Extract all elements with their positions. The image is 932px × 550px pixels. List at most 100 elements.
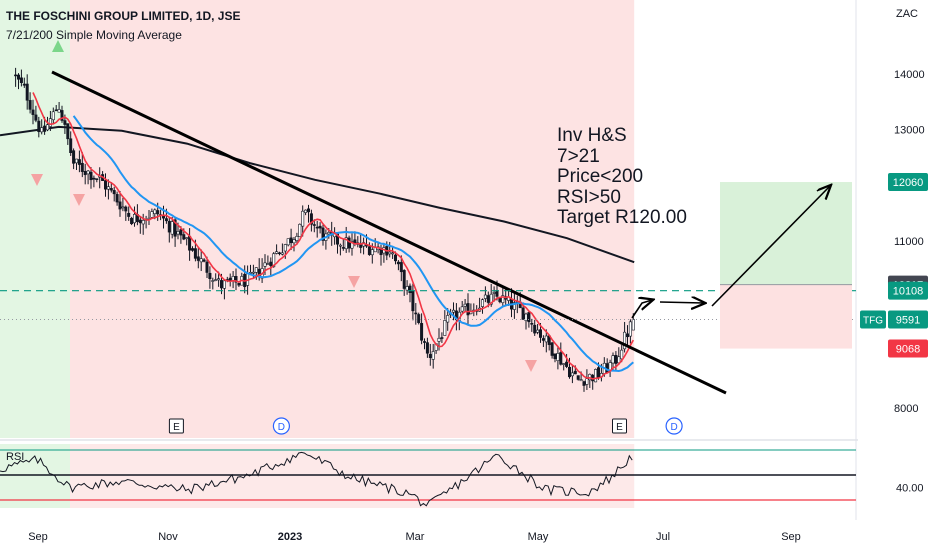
candle-body — [353, 239, 357, 243]
x-axis-tick-label: Sep — [781, 531, 801, 543]
candle-body — [133, 214, 137, 224]
candle-body — [570, 372, 574, 377]
candle-body — [315, 226, 319, 229]
candle — [127, 206, 131, 221]
candle — [14, 67, 18, 87]
candle-body — [536, 329, 540, 333]
candle-body — [40, 127, 44, 133]
candle-body — [605, 363, 609, 373]
candle — [443, 310, 447, 336]
bearish-zone — [70, 0, 635, 438]
candle-body — [576, 375, 580, 380]
candle-body — [173, 219, 177, 237]
x-axis-tick-label: Mar — [406, 531, 425, 543]
candle — [289, 228, 293, 251]
candle-body — [298, 223, 302, 237]
candle-body — [220, 280, 224, 289]
candle — [170, 216, 174, 239]
price-tag-target: 12060 — [888, 173, 928, 192]
candle-body — [556, 353, 560, 361]
sell-signal-marker — [73, 194, 85, 206]
candle-body — [280, 252, 284, 255]
candle — [77, 150, 81, 173]
candle-body — [176, 231, 180, 235]
rsi-pane-label: RSI — [6, 451, 25, 463]
candle-body — [306, 208, 310, 213]
candle-body — [72, 150, 76, 164]
x-axis-tick-label: May — [528, 531, 549, 543]
candle-body — [167, 220, 171, 233]
candle-body — [573, 370, 577, 375]
candle-body — [86, 170, 90, 175]
candle — [57, 102, 61, 113]
candle — [388, 241, 392, 258]
candle-body — [521, 307, 525, 320]
symbol-tag-box — [860, 310, 886, 329]
y-axis-tick-label: 11000 — [894, 236, 924, 248]
candle — [138, 216, 142, 234]
candle — [446, 308, 450, 331]
candle — [280, 243, 284, 256]
candle — [414, 303, 418, 325]
candle-body — [512, 302, 516, 310]
candle — [570, 365, 574, 384]
candle — [196, 248, 200, 269]
candle — [22, 77, 26, 88]
candle-body — [553, 353, 557, 360]
dividend-marker-label: D — [670, 422, 677, 433]
candle-body — [425, 342, 429, 354]
candle-body — [31, 109, 35, 115]
candle-body — [344, 237, 348, 250]
candle — [391, 245, 395, 259]
candle-body — [63, 120, 67, 125]
y-axis-tick-label: 13000 — [894, 125, 925, 137]
candle-body — [420, 323, 424, 341]
candle-body — [623, 331, 627, 350]
candle — [48, 110, 52, 131]
candle — [92, 175, 96, 188]
candle-body — [443, 320, 447, 336]
candle-body — [399, 262, 403, 273]
candle — [405, 280, 409, 295]
candle-body — [562, 363, 566, 365]
candle — [544, 329, 548, 353]
candle — [565, 353, 569, 369]
candle-body — [327, 232, 331, 235]
candle-body — [89, 171, 93, 181]
candle-body — [483, 294, 487, 299]
candle — [428, 343, 432, 366]
candle-body — [359, 244, 363, 248]
candle-body — [83, 171, 87, 176]
candle — [266, 255, 270, 265]
candle — [298, 223, 302, 238]
candle-body — [77, 159, 81, 165]
candle — [321, 224, 325, 246]
bullish-zone — [0, 0, 70, 438]
candle-body — [104, 180, 108, 190]
candle-body — [388, 251, 392, 255]
candle — [66, 123, 70, 145]
x-axis-tick-label: Sep — [28, 531, 48, 543]
candle-body — [318, 225, 322, 229]
sell-signal-marker — [525, 360, 537, 372]
candle-body — [254, 267, 258, 273]
candle — [269, 257, 273, 276]
candle-body — [625, 333, 629, 338]
candle-body — [559, 352, 563, 365]
candle-body — [121, 206, 125, 209]
candle — [277, 251, 281, 256]
candle-body — [191, 248, 195, 251]
candle-body — [437, 337, 441, 342]
earnings-marker — [168, 418, 184, 434]
buy-signal-marker — [52, 40, 64, 52]
candle — [60, 105, 64, 123]
candle — [75, 158, 79, 170]
candle-body — [611, 355, 615, 364]
candle-body — [277, 252, 281, 255]
candle-body — [312, 224, 316, 226]
candle-body — [446, 315, 450, 323]
candle — [167, 216, 171, 243]
